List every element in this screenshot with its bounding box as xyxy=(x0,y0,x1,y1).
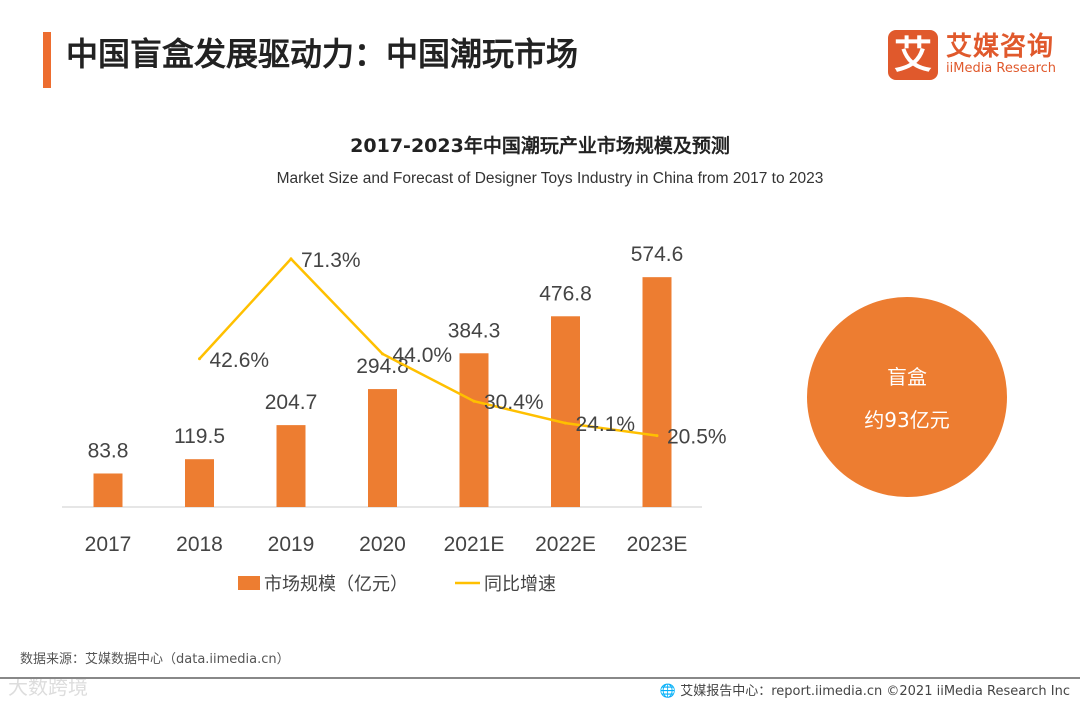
chart-title: 2017-2023年中国潮玩产业市场规模及预测 xyxy=(350,135,730,157)
growth-point-2019 xyxy=(289,257,293,261)
bar-2020 xyxy=(368,389,397,507)
growth-label-2020: 44.0% xyxy=(393,344,453,367)
title-accent-bar xyxy=(43,32,51,88)
logo-en: iiMedia Research xyxy=(946,61,1057,76)
bar-label-2019: 204.7 xyxy=(265,391,318,414)
legend-line-label: 同比增速 xyxy=(484,574,556,594)
bar-2023E xyxy=(642,277,672,507)
x-tick-2018: 2018 xyxy=(176,533,223,556)
footer-divider xyxy=(0,677,1080,679)
growth-point-2021E xyxy=(472,399,476,403)
logo-mark: 艾 xyxy=(888,30,938,80)
footer: 🌐 艾媒报告中心：report.iimedia.cn ©2021 iiMedia… xyxy=(660,680,1070,699)
x-tick-2020: 2020 xyxy=(359,533,406,556)
data-source: 数据来源：艾媒数据中心（data.iimedia.cn） xyxy=(20,652,290,667)
legend-bar-swatch xyxy=(238,576,260,590)
page-title: 中国盲盒发展驱动力：中国潮玩市场 xyxy=(66,35,579,73)
chart: 83.82017119.52018204.72019294.82020384.3… xyxy=(62,243,727,594)
callout-title: 盲盒 xyxy=(887,365,927,389)
footer-text: 艾媒报告中心：report.iimedia.cn ©2021 iiMedia R… xyxy=(680,684,1070,699)
x-tick-2022E: 2022E xyxy=(535,533,596,556)
bar-label-2023E: 574.6 xyxy=(631,243,684,266)
x-tick-2021E: 2021E xyxy=(444,533,505,556)
growth-point-2020 xyxy=(381,352,384,356)
legend-bar-label: 市场规模（亿元） xyxy=(264,574,408,594)
globe-icon: 🌐 xyxy=(659,684,677,699)
growth-label-2022E: 24.1% xyxy=(576,413,636,436)
growth-point-2018 xyxy=(198,357,201,361)
growth-line xyxy=(198,257,658,437)
bar-2019 xyxy=(276,425,306,507)
x-tick-2019: 2019 xyxy=(268,533,315,556)
bar-label-2021E: 384.3 xyxy=(448,319,501,342)
growth-point-2023E xyxy=(655,434,659,438)
chart-subtitle: Market Size and Forecast of Designer Toy… xyxy=(276,170,824,187)
growth-label-2019: 71.3% xyxy=(301,249,361,272)
bar-label-2018: 119.5 xyxy=(174,425,225,448)
x-tick-2017: 2017 xyxy=(85,533,132,556)
watermark: 大数跨境 xyxy=(8,675,88,699)
x-tick-2023E: 2023E xyxy=(627,533,688,556)
growth-label-2021E: 30.4% xyxy=(484,391,544,414)
bar-2017 xyxy=(93,473,123,507)
bar-2018 xyxy=(185,459,214,507)
bar-2022E xyxy=(551,316,580,507)
callout-value: 约93亿元 xyxy=(864,408,950,432)
bar-label-2022E: 476.8 xyxy=(539,282,592,305)
logo: 艾 艾媒咨询 iiMedia Research xyxy=(888,30,1056,80)
growth-label-2023E: 20.5% xyxy=(667,426,727,449)
growth-label-2018: 42.6% xyxy=(210,349,270,372)
logo-cn: 艾媒咨询 xyxy=(946,32,1055,62)
bar-2021E xyxy=(459,353,489,507)
bar-label-2017: 83.8 xyxy=(88,439,129,462)
blind-box-callout: 盲盒 约93亿元 xyxy=(807,297,1007,497)
growth-point-2022E xyxy=(564,421,567,425)
